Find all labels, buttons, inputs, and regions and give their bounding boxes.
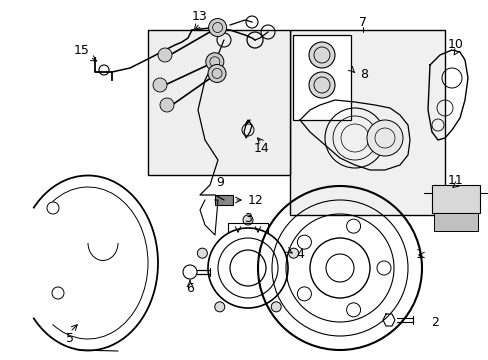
- Text: 10: 10: [447, 39, 463, 51]
- Bar: [431, 185, 479, 213]
- Text: 14: 14: [254, 141, 269, 154]
- Text: 3: 3: [244, 211, 251, 225]
- Circle shape: [197, 248, 207, 258]
- Text: 11: 11: [447, 174, 463, 186]
- Text: 4: 4: [295, 248, 304, 261]
- Circle shape: [207, 64, 225, 82]
- Bar: [148, 30, 289, 175]
- Circle shape: [214, 302, 224, 312]
- Circle shape: [308, 42, 334, 68]
- Text: 1: 1: [415, 248, 423, 261]
- Text: 2: 2: [430, 316, 438, 329]
- Circle shape: [208, 18, 226, 36]
- Text: 9: 9: [216, 175, 224, 189]
- Text: 7: 7: [358, 15, 366, 28]
- Bar: [215, 195, 232, 205]
- Circle shape: [243, 215, 252, 225]
- Circle shape: [366, 120, 402, 156]
- Text: 15: 15: [74, 44, 90, 57]
- Circle shape: [205, 53, 224, 71]
- Circle shape: [271, 302, 281, 312]
- Text: 5: 5: [66, 332, 74, 345]
- Circle shape: [288, 248, 298, 258]
- Bar: [292, 35, 350, 120]
- Text: 6: 6: [185, 282, 194, 294]
- Text: 8: 8: [359, 68, 367, 81]
- Text: 13: 13: [192, 10, 207, 23]
- Bar: [433, 213, 477, 231]
- Circle shape: [158, 48, 172, 62]
- Circle shape: [160, 98, 174, 112]
- Text: 12: 12: [247, 194, 263, 207]
- Circle shape: [153, 78, 167, 92]
- Bar: [289, 30, 444, 215]
- Circle shape: [308, 72, 334, 98]
